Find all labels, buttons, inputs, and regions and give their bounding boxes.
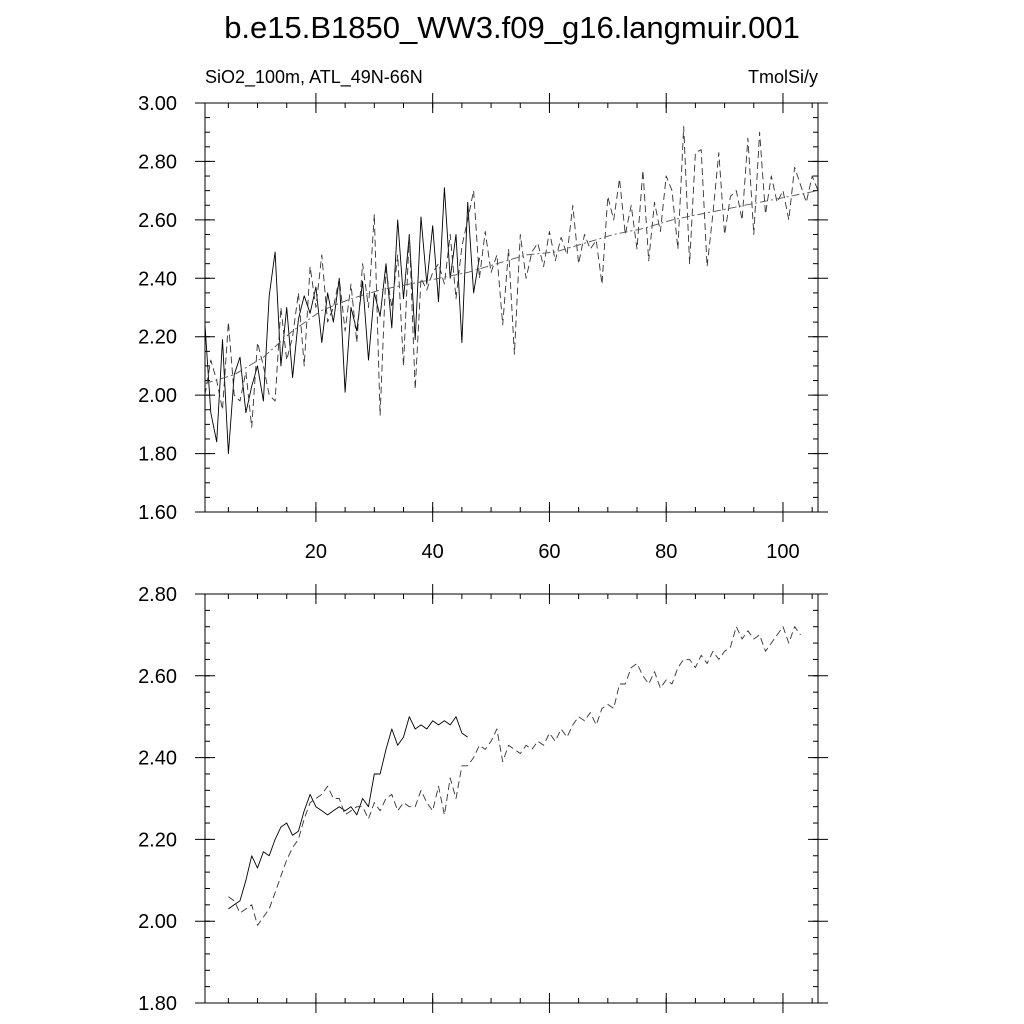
series-line-solid [228, 716, 468, 910]
series-line-dashed [228, 626, 801, 926]
y-tick-label: 2.00 [138, 385, 177, 407]
top-series-lines [204, 125, 819, 455]
bottom-minor-ticks [205, 593, 818, 1004]
x-tick-label: 100 [766, 541, 799, 563]
y-tick-label: 2.00 [138, 911, 177, 933]
y-tick-label: 2.60 [138, 210, 177, 232]
top-panel-units-label: TmolSi/y [748, 67, 818, 87]
y-tick-label: 1.80 [138, 444, 177, 466]
figure-title: b.e15.B1850_WW3.f09_g16.langmuir.001 [224, 10, 800, 45]
y-tick-label: 2.20 [138, 327, 177, 349]
bottom-plot-frame [204, 593, 819, 1004]
y-tick-label: 2.60 [138, 666, 177, 688]
top-panel: SiO2_100m, ATL_49N-66N TmolSi/y 1.60 1.80… [138, 67, 828, 563]
y-tick-label: 1.60 [138, 502, 177, 524]
y-tick-label: 3.00 [138, 93, 177, 115]
y-tick-label: 2.80 [138, 151, 177, 173]
y-tick-label: 2.40 [138, 268, 177, 290]
top-panel-left-label: SiO2_100m, ATL_49N-66N [205, 67, 423, 88]
series-line-solid [204, 187, 480, 455]
x-tick-label: 60 [538, 541, 560, 563]
y-tick-label: 1.80 [138, 993, 177, 1015]
bottom-major-ticks [195, 584, 828, 1013]
top-y-tick-labels: 1.60 1.80 2.00 2.20 2.40 2.60 2.80 3.00 [138, 93, 177, 524]
bottom-panel: 1.80 2.00 2.20 2.40 2.60 2.80 [138, 584, 828, 1015]
x-tick-label: 40 [422, 541, 444, 563]
x-tick-label: 80 [655, 541, 677, 563]
bottom-y-tick-labels: 1.80 2.00 2.20 2.40 2.60 2.80 [138, 584, 177, 1015]
top-major-ticks [195, 93, 828, 522]
y-tick-label: 2.20 [138, 829, 177, 851]
y-tick-label: 2.80 [138, 584, 177, 606]
x-tick-label: 20 [305, 541, 327, 563]
top-x-tick-labels: 20 40 60 80 100 [305, 541, 800, 563]
series-line-dashed [204, 125, 819, 428]
y-tick-label: 2.40 [138, 748, 177, 770]
series-line-dashdot [204, 190, 819, 384]
bottom-series-lines [228, 626, 801, 926]
